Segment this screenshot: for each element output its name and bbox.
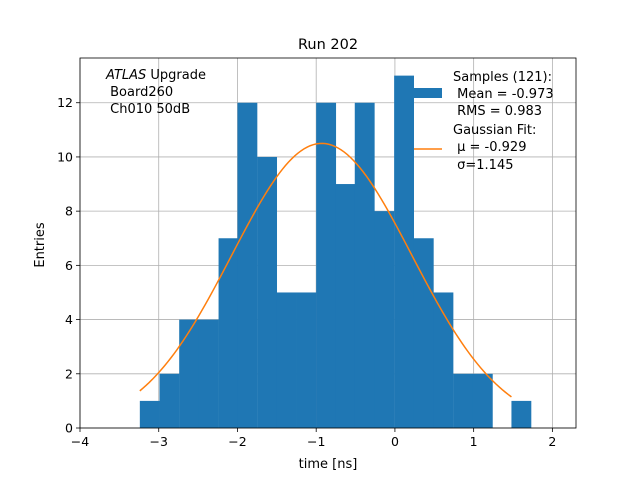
legend: Samples (121): Mean = -0.973 RMS = 0.983… (414, 70, 554, 173)
y-tick-label: 4 (65, 312, 73, 327)
x-tick-label: 0 (391, 434, 399, 449)
annotation-board: Board260 (106, 85, 173, 100)
x-axis-ticks: −4 −3 −2 −1 0 1 2 (71, 428, 556, 449)
histogram-bar (276, 292, 297, 428)
histogram-bar (296, 292, 317, 428)
histogram-bar (354, 102, 375, 428)
chart-title: Run 202 (298, 37, 358, 53)
gaussian-fit-curve (139, 142, 512, 398)
x-tick-label: −4 (71, 434, 89, 449)
y-tick-label: 2 (65, 366, 73, 381)
axes-border (79, 57, 577, 429)
histogram-bar (394, 75, 414, 428)
histogram-bar (433, 292, 454, 428)
histogram-bar (179, 319, 200, 428)
x-tick-label: 2 (548, 434, 556, 449)
histogram-bar (511, 400, 532, 428)
histogram-bar (237, 102, 258, 428)
gaussian-fit (139, 142, 512, 398)
x-tick-label: −2 (228, 434, 246, 449)
histogram-bar (159, 373, 180, 428)
y-tick-label: 12 (57, 95, 73, 110)
legend-samples-line-2: Mean = -0.973 (453, 87, 554, 102)
svg-text:ATLAS Upgrade: ATLAS Upgrade (105, 68, 206, 83)
histogram-bar (413, 238, 434, 428)
histogram-bar (374, 211, 395, 428)
legend-fit-line-2: μ = -0.929 (453, 140, 526, 155)
legend-samples-line-3: RMS = 0.983 (453, 104, 542, 119)
histogram-bar (257, 156, 278, 428)
x-axis-label: time [ns] (299, 457, 358, 472)
annotation-channel: Ch010 50dB (106, 102, 190, 117)
y-tick-label: 0 (65, 421, 73, 436)
histogram-bar (453, 373, 474, 428)
annotation-atlas: ATLAS (105, 68, 146, 83)
legend-samples-line-1: Samples (121): (453, 70, 552, 85)
y-axis-label: Entries (33, 222, 48, 268)
annotation: ATLAS Upgrade Board260 Ch010 50dB (105, 68, 206, 117)
legend-samples-swatch (414, 88, 442, 98)
annotation-upgrade: Upgrade (146, 68, 206, 83)
axes-frame (79, 57, 577, 429)
x-tick-label: −1 (307, 434, 325, 449)
histogram-bar (139, 400, 160, 428)
histogram-bar (335, 184, 356, 428)
y-axis-ticks: 0 2 4 6 8 10 12 (57, 95, 80, 436)
x-tick-label: −3 (150, 434, 168, 449)
histogram-bar (472, 373, 493, 428)
histogram-bar (218, 238, 239, 428)
legend-fit-line-1: Gaussian Fit: (453, 123, 536, 138)
y-tick-label: 10 (57, 149, 73, 164)
y-tick-label: 6 (65, 258, 73, 273)
histogram-bar (198, 319, 219, 428)
x-tick-label: 1 (470, 434, 478, 449)
histogram-bars (139, 75, 532, 428)
legend-fit-line-3: σ=1.145 (453, 158, 513, 173)
histogram-bar (316, 102, 337, 428)
y-tick-label: 8 (65, 204, 73, 219)
